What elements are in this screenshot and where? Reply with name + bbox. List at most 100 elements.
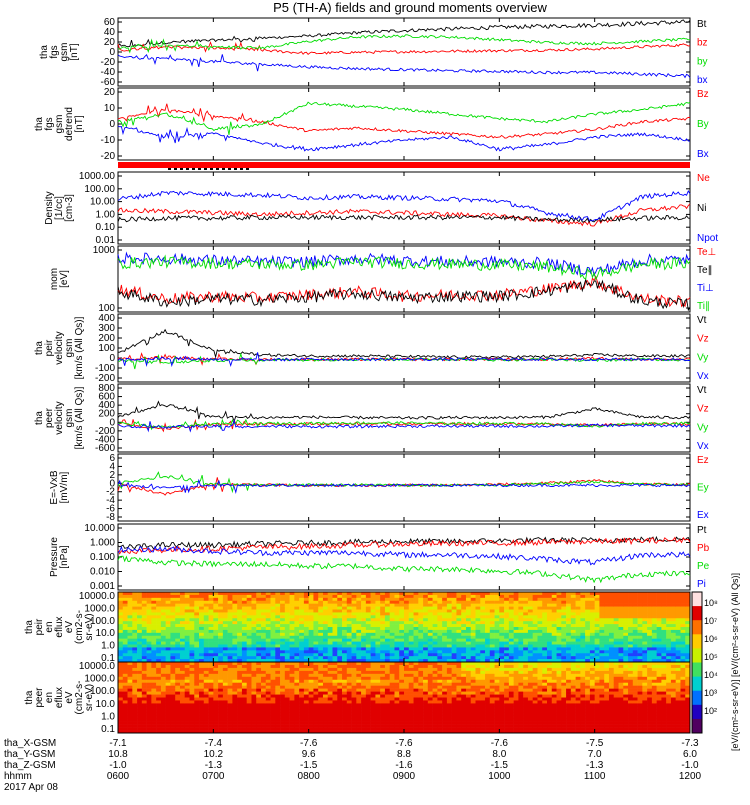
spectrogram-cell — [380, 607, 385, 610]
spectrogram-cell — [256, 627, 261, 630]
spectrogram-cell — [390, 612, 395, 615]
spectrogram-cell — [561, 636, 566, 639]
spectrogram-cell — [156, 695, 161, 698]
spectrogram-cell — [194, 601, 199, 604]
spectrogram-cell — [190, 686, 195, 689]
spectrogram-cell — [347, 627, 352, 630]
spectrogram-cell — [404, 615, 409, 618]
spectrogram-cell — [237, 595, 242, 598]
spectrogram-cell — [480, 607, 485, 610]
spectrogram-cell — [170, 604, 175, 607]
spectrogram-cell — [580, 630, 585, 633]
spectrogram-cell — [433, 727, 438, 730]
spectrogram-cell — [399, 695, 404, 698]
spectrogram-cell — [142, 692, 147, 695]
spectrogram-cell — [161, 607, 166, 610]
spectrogram-cell — [428, 686, 433, 689]
spectrogram-cell — [495, 604, 500, 607]
spectrogram-cell — [418, 721, 423, 724]
spectrogram-cell — [452, 712, 457, 715]
spectrogram-cell — [166, 674, 171, 677]
spectrogram-cell — [385, 674, 390, 677]
spectrogram-cell — [337, 712, 342, 715]
spectrogram-cell — [380, 639, 385, 642]
spectrogram-cell — [680, 630, 685, 633]
spectrogram-cell — [304, 604, 309, 607]
spectrogram-cell — [418, 615, 423, 618]
spectrogram-cell — [366, 674, 371, 677]
spectrogram-cell — [318, 698, 323, 701]
spectrogram-cell — [628, 621, 633, 624]
spectrogram-cell — [433, 607, 438, 610]
spectrogram-cell — [533, 653, 538, 656]
spectrogram-cell — [557, 610, 562, 613]
spectrogram-cell — [347, 727, 352, 730]
spectrogram-cell — [433, 645, 438, 648]
spectrogram-cell — [361, 598, 366, 601]
spectrogram-cell — [480, 650, 485, 653]
spectrogram-cell — [609, 604, 614, 607]
spectrogram-cell — [437, 677, 442, 680]
spectrogram-cell — [676, 601, 681, 604]
spectrogram-cell — [194, 715, 199, 718]
spectrogram-cell — [323, 665, 328, 668]
spectrogram-cell — [485, 601, 490, 604]
spectrogram-cell — [414, 721, 419, 724]
spectrogram-cell — [356, 703, 361, 706]
spectrogram-cell — [123, 703, 128, 706]
spectrogram-cell — [223, 633, 228, 636]
spectrogram-cell — [318, 627, 323, 630]
spectrogram-cell — [190, 680, 195, 683]
spectrogram-cell — [418, 624, 423, 627]
spectrogram-cell — [199, 689, 204, 692]
spectrogram-cell — [209, 645, 214, 648]
spectrogram-cell — [275, 686, 280, 689]
spectrogram-cell — [676, 633, 681, 636]
spectrogram-cell — [523, 630, 528, 633]
spectrogram-cell — [232, 668, 237, 671]
spectrogram-cell — [185, 647, 190, 650]
spectrogram-cell — [251, 689, 256, 692]
spectrogram-cell — [194, 724, 199, 727]
spectrogram-cell — [294, 595, 299, 598]
spectrogram-cell — [394, 647, 399, 650]
spectrogram-cell — [375, 709, 380, 712]
spectrogram-cell — [285, 677, 290, 680]
spectrogram-cell — [361, 683, 366, 686]
spectrogram-cell — [652, 639, 657, 642]
spectrogram-cell — [323, 650, 328, 653]
spectrogram-cell — [423, 630, 428, 633]
spectrogram-cell — [328, 698, 333, 701]
spectrogram-cell — [204, 680, 209, 683]
spectrogram-cell — [247, 598, 252, 601]
spectrogram-cell — [194, 642, 199, 645]
spectrogram-cell — [566, 633, 571, 636]
spectrogram-cell — [347, 700, 352, 703]
spectrogram-cell — [313, 724, 318, 727]
spectrogram-cell — [175, 712, 180, 715]
spectrogram-cell — [175, 645, 180, 648]
spectrogram-cell — [466, 633, 471, 636]
spectrogram-cell — [147, 695, 152, 698]
spectrogram-cell — [190, 692, 195, 695]
spectrogram-cell — [347, 636, 352, 639]
spectrogram-cell — [437, 718, 442, 721]
spectrogram-cell — [371, 607, 376, 610]
spectrogram-cell — [309, 698, 314, 701]
spectrogram-cell — [313, 598, 318, 601]
spectrogram-cell — [185, 709, 190, 712]
spectrogram-cell — [175, 695, 180, 698]
spectrogram-cell — [452, 706, 457, 709]
spectrogram-cell — [218, 607, 223, 610]
spectrogram-cell — [185, 630, 190, 633]
spectrogram-cell — [223, 698, 228, 701]
spectrogram-cell — [399, 618, 404, 621]
spectrogram-cell — [490, 653, 495, 656]
spectrogram-cell — [232, 700, 237, 703]
spectrogram-cell — [661, 618, 666, 621]
spectrogram-cell — [347, 715, 352, 718]
spectrogram-cell — [390, 636, 395, 639]
spectrogram-cell — [147, 721, 152, 724]
spectrogram-cell — [542, 630, 547, 633]
spectrogram-cell — [676, 627, 681, 630]
